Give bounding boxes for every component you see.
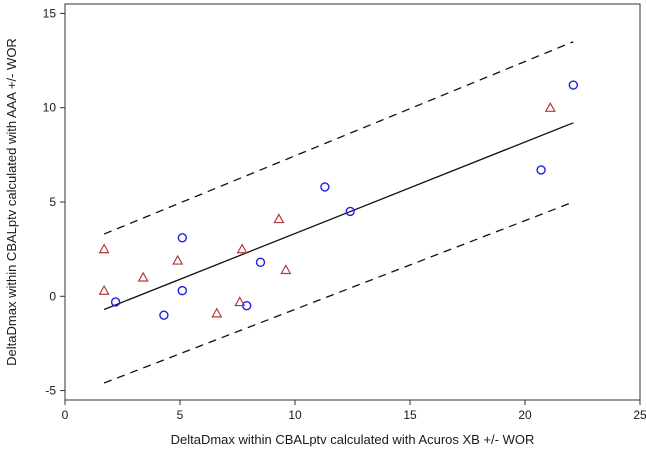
y-tick-label: 15 (43, 6, 57, 20)
x-tick-label: 15 (403, 408, 417, 422)
x-tick-label: 0 (62, 408, 69, 422)
triangle-point (273, 213, 285, 224)
y-tick-label: -5 (45, 384, 56, 398)
x-tick-label: 5 (177, 408, 184, 422)
triangle-point (98, 243, 110, 254)
y-axis-ticks: -5 0 5 10 15 (43, 6, 65, 398)
prediction-band-line (103, 41, 574, 235)
circle-point (177, 285, 188, 296)
triangle-point (236, 243, 248, 254)
triangle-point (280, 264, 292, 275)
triangle-point (172, 254, 184, 265)
x-axis-ticks: 0 5 10 15 20 25 (62, 400, 646, 422)
regression-line (103, 122, 574, 311)
data-points (98, 80, 578, 320)
fit-lines (103, 41, 574, 384)
prediction-band-line (103, 201, 574, 384)
plot-frame (64, 3, 641, 401)
y-tick-label: 5 (49, 195, 56, 209)
circle-point (568, 80, 578, 90)
y-tick-label: 0 (49, 289, 56, 303)
x-axis-title: DeltaDmax within CBALptv calculated with… (171, 432, 535, 447)
triangle-point (98, 284, 110, 295)
circle-point (345, 206, 355, 217)
triangle-point (234, 296, 246, 307)
circle-point (536, 165, 546, 175)
y-tick-label: 10 (43, 101, 57, 115)
circle-point (177, 233, 188, 243)
x-tick-label: 25 (633, 408, 646, 422)
circle-point (159, 310, 169, 320)
triangle-point (211, 307, 223, 318)
y-axis-title: DeltaDmax within CBALptv calculated with… (4, 38, 19, 366)
circle-point (110, 297, 121, 307)
x-tick-label: 20 (518, 408, 532, 422)
triangle-point (544, 101, 556, 112)
circle-point (320, 182, 330, 192)
triangle-point (137, 271, 149, 282)
circle-point (255, 257, 266, 268)
x-tick-label: 10 (288, 408, 302, 422)
